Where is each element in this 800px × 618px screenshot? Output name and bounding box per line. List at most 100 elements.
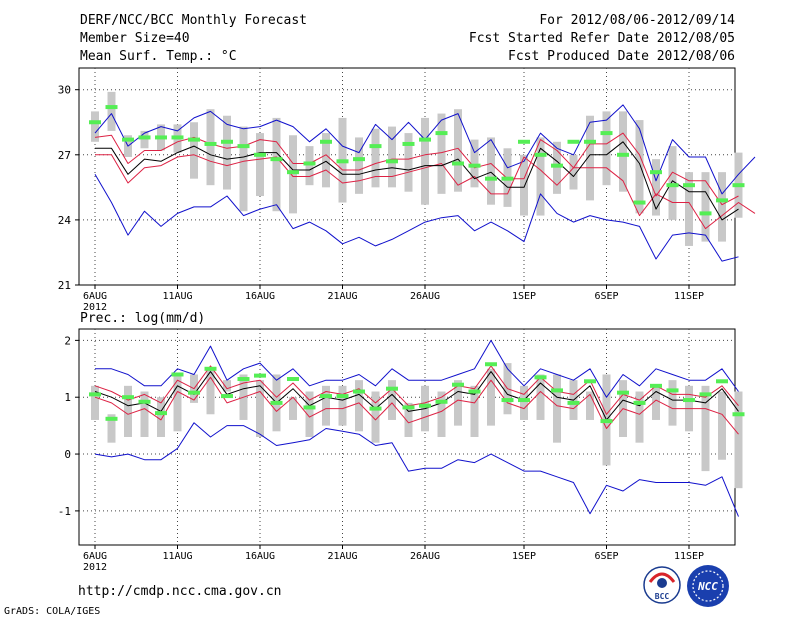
temperature-range-bar — [371, 128, 380, 188]
temperature-range-bar — [206, 109, 215, 186]
precipitation-range-bar — [206, 368, 215, 415]
precipitation-observed-mark — [452, 382, 464, 387]
temperature-range-bar — [223, 115, 231, 190]
temperature-observed-mark — [122, 137, 134, 142]
precipitation-range-bar — [553, 374, 561, 443]
precipitation-range-bar — [289, 397, 297, 420]
precipitation-range-bar — [173, 374, 182, 432]
precipitation-observed-mark — [683, 398, 695, 403]
bcc-logo: BCC — [643, 566, 681, 604]
temperature-range-bar — [91, 111, 99, 142]
temperature-range-bar — [553, 141, 561, 194]
precipitation-range-bar — [404, 402, 413, 437]
chart-title: DERF/NCC/BCC Monthly Forecast — [80, 13, 307, 28]
temperature-range-bar — [454, 109, 462, 192]
temperature-observed-mark — [699, 211, 712, 216]
precipitation-observed-mark — [237, 377, 250, 382]
temperature-observed-mark — [237, 144, 250, 149]
temperature-range-bar — [520, 154, 528, 216]
temperature-range-bar — [272, 117, 281, 212]
precipitation-observed-mark — [567, 400, 580, 405]
member-size: Member Size=40 — [80, 31, 190, 46]
temperature-range-bar — [652, 159, 660, 216]
precipitation-observed-mark — [518, 398, 530, 403]
precipitation-observed-mark — [320, 394, 332, 399]
precipitation-range-bar — [635, 391, 644, 443]
precipitation-range-bar — [140, 391, 149, 437]
bcc-logo-text: BCC — [655, 592, 670, 601]
temperature-range-bar — [140, 130, 149, 149]
temperature-observed-mark — [435, 131, 448, 136]
temperature-observed-mark — [336, 159, 349, 164]
precipitation-observed-mark — [633, 400, 646, 405]
precipitation-range-bar — [91, 385, 99, 420]
precipitation-range-bar — [256, 380, 264, 437]
temperature-range-bar — [355, 137, 363, 194]
temperature-observed-mark — [188, 137, 200, 142]
temperature-ytick-label: 21 — [58, 279, 71, 292]
temperature-observed-mark — [320, 139, 332, 144]
precipitation-ytick-label: 1 — [64, 391, 71, 404]
temperature-panel: 21 24 27 30 6AUG 11AUG 16AUG 21AUG 26AUG 1SEP 6SEP… — [58, 67, 756, 313]
precipitation-observed-mark — [501, 398, 514, 403]
precipitation-observed-mark — [336, 394, 349, 399]
precipitation-range-bar — [355, 380, 363, 432]
temperature-observed-mark — [171, 135, 184, 140]
temperature-range-bar — [107, 91, 116, 131]
source-url: http://cmdp.ncc.cma.gov.cn — [78, 584, 282, 599]
precipitation-range-bar — [157, 397, 165, 437]
precipitation-observed-mark — [188, 390, 200, 395]
precipitation-range-bar — [734, 391, 743, 489]
temperature-ytick-label: 27 — [58, 149, 71, 162]
precipitation-range-bar — [305, 391, 314, 437]
temperature-range-bar — [619, 111, 627, 192]
precipitation-xtick-label: 1SEP — [512, 551, 536, 562]
precipitation-range-bar — [223, 380, 231, 392]
precipitation-range-bar — [668, 380, 677, 426]
temperature-range-bar — [322, 133, 330, 188]
precipitation-observed-mark — [386, 386, 398, 391]
temperature-range-bar — [701, 172, 710, 242]
temperature-observed-mark — [452, 161, 464, 166]
precipitation-observed-mark — [303, 405, 316, 410]
temperature-observed-mark — [254, 152, 266, 157]
temperature-observed-mark — [303, 161, 316, 166]
temperature-year-label: 2012 — [83, 302, 107, 313]
precipitation-ytick-label: 2 — [64, 334, 71, 347]
temperature-observed-mark — [518, 139, 530, 144]
precipitation-spread-low-line — [94, 376, 739, 435]
temperature-range-bar — [536, 137, 545, 216]
precipitation-spread-high-line — [94, 365, 739, 415]
precipitation-range-bar — [454, 380, 462, 426]
temperature-range-bar — [635, 120, 644, 214]
temperature-xtick-label: 21AUG — [327, 291, 357, 302]
temperature-observed-mark — [204, 141, 217, 146]
variable-label: Mean Surf. Temp.: °C — [80, 49, 237, 64]
forecast-produced-date: Fcst Produced Date 2012/08/06 — [508, 49, 735, 64]
temperature-observed-mark — [221, 139, 233, 144]
temperature-spread-high-line — [94, 132, 739, 206]
temperature-ytick-label: 24 — [58, 214, 72, 227]
precipitation-observed-mark — [716, 379, 728, 384]
ncc-logo: NCC — [687, 565, 729, 607]
precipitation-range-bar — [652, 385, 660, 420]
precipitation-range-bar — [520, 385, 528, 420]
temperature-observed-mark — [584, 139, 596, 144]
temperature-range-bar — [569, 154, 578, 190]
precipitation-range-bar — [107, 414, 116, 443]
temperature-observed-mark — [386, 159, 398, 164]
grads-credit: GrADS: COLA/IGES — [4, 606, 100, 617]
temperature-range-bar — [602, 111, 611, 186]
precipitation-envelope-high-line — [95, 339, 739, 398]
precipitation-range-bar — [718, 391, 726, 460]
temperature-observed-mark — [369, 144, 382, 149]
temperature-observed-mark — [551, 163, 563, 168]
precipitation-observed-mark — [270, 400, 283, 405]
temperature-range-bar — [668, 146, 677, 220]
precipitation-range-bar — [701, 385, 710, 472]
temperature-observed-mark — [650, 170, 662, 175]
precipitation-observed-mark — [402, 405, 415, 410]
precipitation-observed-mark — [551, 388, 563, 393]
